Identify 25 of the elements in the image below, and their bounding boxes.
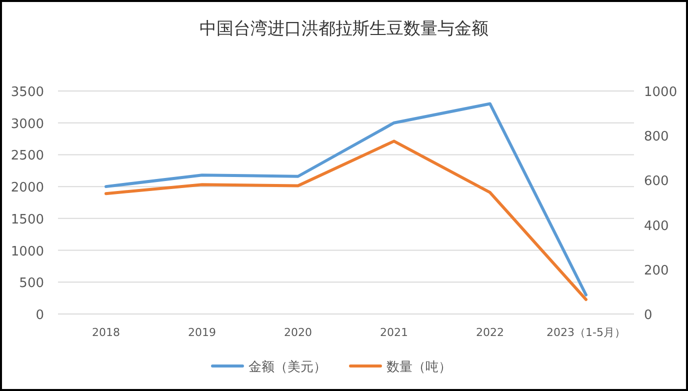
y-tick-label: 0 <box>36 308 44 323</box>
x-tick-label: 2019 <box>188 326 216 339</box>
y2-tick-label: 200 <box>644 263 669 278</box>
line-series <box>104 102 588 296</box>
line-series <box>104 140 588 302</box>
y-tick-label: 3000 <box>10 116 44 132</box>
legend-label: 金额（美元） <box>248 359 326 375</box>
y-tick-label: 2000 <box>10 180 44 196</box>
x-tick-label: 2020 <box>284 326 312 339</box>
x-tick-label: 2023（1-5月） <box>546 326 626 339</box>
y-tick-label: 2500 <box>10 148 44 164</box>
y2-tick-label: 0 <box>644 308 652 323</box>
y-tick-label: 500 <box>19 276 44 292</box>
x-tick-label: 2021 <box>380 326 408 339</box>
x-tick-label: 2022 <box>476 326 504 339</box>
y2-tick-label: 800 <box>644 130 669 145</box>
legend-label: 数量（吨） <box>386 360 452 375</box>
y-tick-label: 1000 <box>10 244 44 260</box>
y2-tick-label: 1000 <box>644 85 678 100</box>
y2-tick-label: 600 <box>644 174 669 190</box>
y2-tick-label: 400 <box>644 218 669 234</box>
y-tick-label: 1500 <box>10 212 44 228</box>
x-tick-label: 2018 <box>92 326 120 339</box>
chart-title: 中国台湾进口洪都拉斯生豆数量与金额 <box>200 19 488 39</box>
y-tick-label: 3500 <box>10 85 44 100</box>
